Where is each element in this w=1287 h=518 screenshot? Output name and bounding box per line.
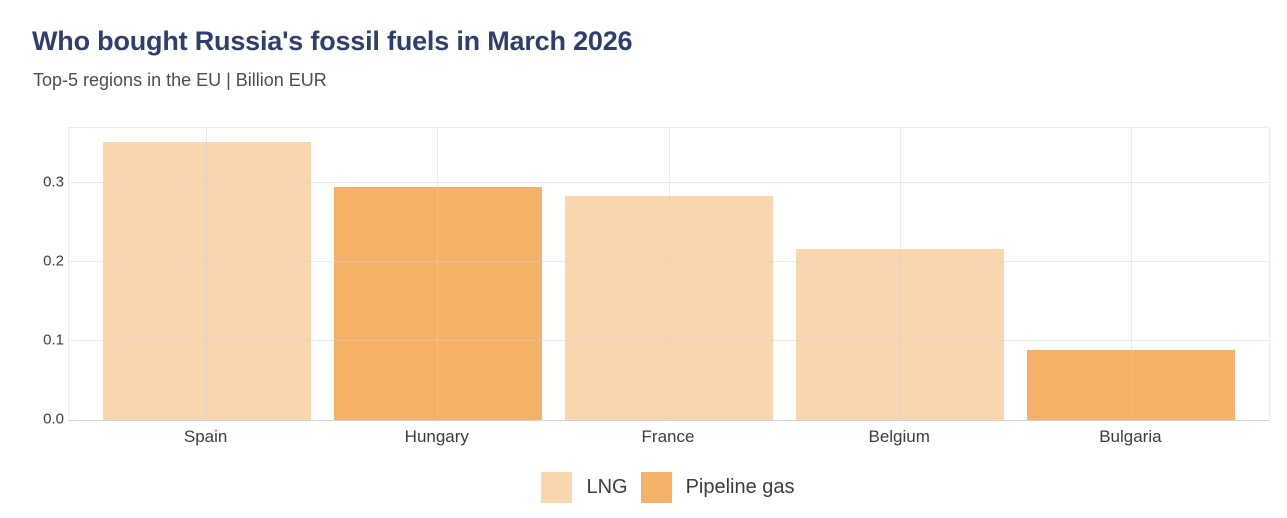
x-tick-label-belgium: Belgium <box>868 427 930 446</box>
legend-item-pipeline-gas[interactable]: Pipeline gas <box>640 472 795 503</box>
x-tick-label-hungary: Hungary <box>404 427 469 446</box>
bar-belgium[interactable] <box>796 249 1005 420</box>
x-tick-label-spain: Spain <box>183 427 228 446</box>
chart-title: Who bought Russia's fossil fuels in Marc… <box>32 26 633 56</box>
bars-layer <box>69 128 1269 420</box>
bar-spain[interactable] <box>102 142 311 420</box>
bar-france[interactable] <box>565 196 773 420</box>
legend-label-lng: LNG <box>586 476 628 498</box>
chart-subtitle: Top-5 regions in the EU | Billion EUR <box>33 70 327 90</box>
bar-bulgaria[interactable] <box>1027 350 1236 420</box>
gridline-vertical <box>668 128 670 420</box>
lng-swatch-icon <box>541 472 573 503</box>
gridline-vertical <box>206 128 208 420</box>
pipeline-gas-swatch-icon <box>640 472 672 503</box>
y-tick-label-0.3: 0.3 <box>43 173 64 191</box>
legend-label-pipeline-gas: Pipeline gas <box>685 476 795 498</box>
y-tick-label-0.0: 0.0 <box>43 410 64 428</box>
gridline-vertical <box>1130 128 1132 420</box>
gridline-horizontal <box>69 261 1269 263</box>
gridline-horizontal <box>69 340 1269 342</box>
legend: LNG Pipeline gas <box>68 472 1268 503</box>
gridline-vertical <box>437 128 439 420</box>
legend-item-lng[interactable]: LNG <box>541 472 628 503</box>
y-tick-label-0.1: 0.1 <box>43 331 64 349</box>
gridline-horizontal <box>69 182 1269 184</box>
plot-area <box>68 127 1270 421</box>
y-tick-label-0.2: 0.2 <box>43 252 64 270</box>
bar-hungary[interactable] <box>333 187 542 420</box>
x-tick-label-bulgaria: Bulgaria <box>1099 427 1162 446</box>
gridline-vertical <box>899 128 901 420</box>
grid-layer <box>69 128 1269 420</box>
x-tick-label-france: France <box>641 427 695 446</box>
